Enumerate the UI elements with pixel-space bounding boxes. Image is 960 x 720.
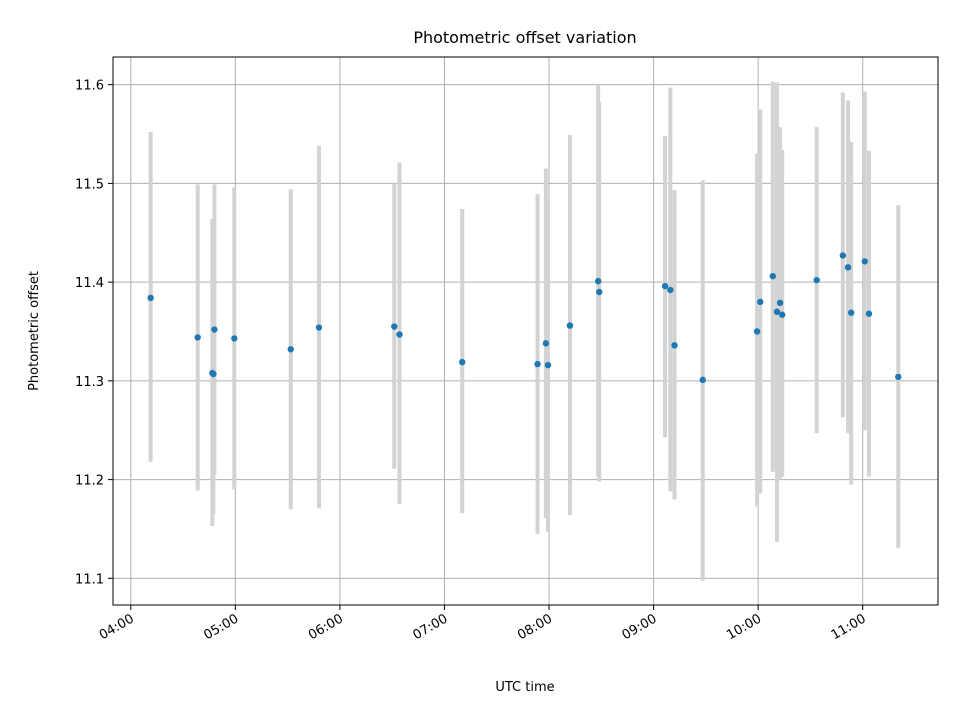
data-point: [459, 358, 466, 366]
data-point: [147, 294, 154, 302]
data-point: [769, 273, 776, 280]
data-point: [779, 311, 786, 318]
data-point: [594, 277, 602, 285]
data-point: [315, 324, 323, 331]
data-point: [773, 308, 781, 315]
data-point: [699, 376, 706, 384]
data-point: [566, 322, 574, 329]
data-point: [391, 323, 398, 330]
data-point: [776, 299, 784, 307]
data-point: [753, 328, 761, 335]
data-point: [667, 286, 674, 294]
data-point: [211, 326, 218, 333]
grid: [113, 57, 938, 605]
data-point: [865, 310, 873, 317]
data-point: [844, 264, 852, 271]
y-tick-label: 11.4: [75, 276, 104, 291]
data-point: [661, 282, 669, 290]
y-axis-ticks: 11.1 11.2 11.3 11.4 11.5 11.6: [75, 79, 113, 587]
chart-title: Photometric offset variation: [413, 28, 636, 47]
data-point: [542, 340, 550, 347]
data-point: [210, 370, 217, 378]
data-point: [895, 373, 902, 381]
y-tick-label: 11.6: [75, 79, 104, 94]
data-point: [671, 342, 678, 349]
data-points: [147, 252, 902, 384]
y-tick-label: 11.2: [75, 474, 104, 489]
plot-frame: [112, 56, 939, 606]
data-point: [839, 252, 847, 259]
data-point: [534, 360, 541, 368]
data-point: [544, 361, 552, 369]
y-axis-label: Photometric offset: [27, 271, 42, 391]
y-tick-label: 11.1: [75, 572, 104, 587]
data-point: [813, 276, 820, 284]
data-point: [757, 298, 764, 306]
data-point: [596, 288, 603, 296]
data-point: [231, 335, 238, 342]
data-point: [287, 346, 294, 353]
data-point: [396, 331, 403, 338]
data-point: [848, 309, 855, 316]
x-axis-label: UTC time: [495, 680, 554, 695]
data-point: [861, 258, 869, 265]
data-point: [194, 334, 201, 341]
y-tick-label: 11.5: [75, 177, 104, 192]
y-tick-label: 11.3: [75, 375, 104, 390]
